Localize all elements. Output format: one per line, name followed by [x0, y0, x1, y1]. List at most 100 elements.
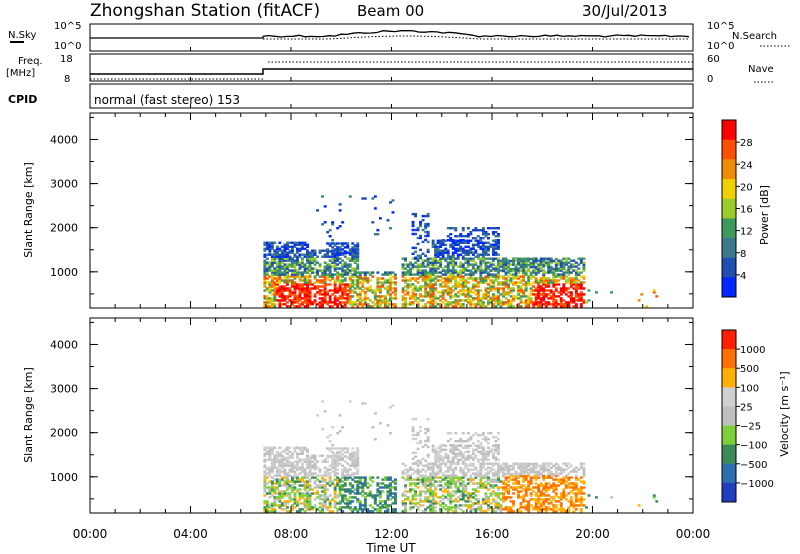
y-tick-label: 4000: [50, 133, 78, 146]
power-cell: [479, 259, 483, 262]
velocity-cell: [303, 500, 307, 503]
velocity-cell: [308, 494, 312, 497]
power-cell: [451, 263, 455, 266]
power-cell: [494, 267, 498, 270]
power-cell: [386, 219, 390, 222]
power-cell: [283, 249, 287, 252]
power-cell: [346, 289, 350, 292]
velocity-cell: [301, 470, 304, 473]
power-cell: [338, 287, 342, 290]
power-cell: [348, 259, 352, 262]
power-cell: [446, 257, 450, 260]
velocity-cell: [542, 500, 546, 503]
velocity-cell: [333, 502, 337, 505]
power-cell: [459, 299, 463, 302]
velocity-cell: [497, 458, 500, 461]
power-cell: [313, 267, 317, 270]
velocity-cell: [494, 510, 498, 513]
power-cell: [554, 279, 558, 282]
power-cell: [484, 235, 488, 238]
power-cell: [328, 275, 332, 278]
velocity-cell: [278, 490, 282, 493]
velocity-cell: [263, 506, 267, 509]
power-cell: [343, 246, 347, 249]
power-cell: [331, 249, 335, 252]
power-cell: [464, 251, 468, 254]
velocity-cell: [386, 494, 390, 497]
velocity-cell: [552, 478, 556, 481]
velocity-cell: [487, 478, 490, 481]
velocity-cell: [424, 459, 428, 462]
power-cell: [265, 247, 269, 250]
power-cell: [424, 305, 428, 308]
velocity-cell: [346, 449, 350, 452]
power-cell: [426, 291, 430, 294]
velocity-cell: [338, 447, 342, 450]
velocity-cell: [559, 508, 563, 511]
power-cell: [509, 289, 513, 292]
velocity-cell: [411, 457, 415, 460]
power-cell: [389, 273, 392, 276]
velocity-cell: [429, 500, 433, 503]
power-cell: [444, 291, 448, 294]
velocity-cell: [471, 482, 475, 485]
velocity-cell: [524, 486, 528, 489]
power-cell: [298, 279, 302, 282]
velocity-cell: [328, 480, 332, 483]
velocity-cell: [273, 500, 277, 503]
velocity-cell: [451, 500, 455, 503]
velocity-cell: [524, 464, 528, 467]
power-cell: [273, 293, 277, 296]
power-cell: [564, 275, 568, 278]
velocity-cell: [318, 484, 322, 487]
nave-tick-top: 60: [707, 54, 720, 65]
velocity-cell: [333, 453, 337, 456]
velocity-cell: [542, 474, 546, 478]
colorbar-tick-label: −100: [740, 441, 767, 452]
power-cell: [336, 289, 340, 292]
velocity-cell: [434, 474, 438, 477]
velocity-cell: [527, 474, 531, 478]
velocity-cell: [376, 510, 380, 513]
velocity-cell: [564, 510, 568, 513]
colorbar-swatch: [722, 406, 736, 427]
velocity-cell: [537, 486, 541, 489]
velocity-cell: [411, 451, 415, 455]
power-cell: [328, 289, 332, 292]
power-cell: [306, 293, 309, 296]
velocity-cell: [441, 460, 445, 463]
velocity-cell: [353, 488, 357, 491]
power-cell: [280, 291, 284, 294]
power-cell: [474, 283, 478, 286]
power-cell: [534, 281, 538, 284]
velocity-cell: [331, 444, 335, 447]
power-cell: [509, 277, 513, 280]
power-cell: [411, 228, 415, 232]
power-cell: [529, 257, 533, 261]
power-cell: [373, 293, 377, 296]
power-cell: [296, 301, 299, 304]
velocity-cell: [459, 498, 463, 501]
velocity-cell: [270, 458, 274, 461]
power-cell: [263, 247, 267, 250]
power-cell: [524, 271, 528, 274]
power-cell: [273, 295, 277, 298]
velocity-cell: [517, 510, 520, 513]
power-cell: [522, 295, 526, 298]
power-cell: [514, 273, 518, 276]
power-cell: [507, 271, 510, 274]
velocity-cell: [296, 456, 299, 459]
velocity-cell: [401, 510, 405, 513]
velocity-cell: [439, 480, 443, 483]
velocity-cell: [298, 488, 302, 491]
velocity-cell: [424, 431, 428, 435]
velocity-cell: [283, 508, 287, 511]
power-cell: [436, 247, 440, 250]
velocity-cell: [411, 417, 415, 421]
power-cell: [497, 239, 500, 242]
velocity-cell: [273, 454, 277, 457]
velocity-cell: [363, 508, 367, 511]
velocity-cell: [454, 482, 458, 485]
power-cell: [394, 277, 397, 280]
power-cell: [338, 242, 342, 245]
